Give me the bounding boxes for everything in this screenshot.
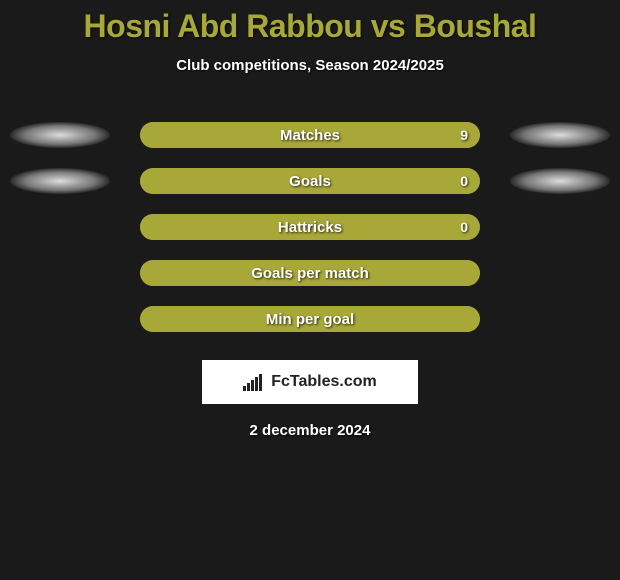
title-player1: Hosni Abd Rabbou: [84, 8, 363, 44]
stat-row: Goals 0: [0, 158, 620, 204]
subtitle: Club competitions, Season 2024/2025: [0, 57, 620, 74]
fade-ellipse-right: [510, 122, 610, 148]
fade-ellipse-left: [10, 122, 110, 148]
fade-ellipse-left: [10, 168, 110, 194]
stat-row: Matches 9: [0, 112, 620, 158]
stat-value: 9: [460, 127, 468, 143]
stat-row: Hattricks 0: [0, 204, 620, 250]
stat-label: Hattricks: [278, 219, 342, 236]
title-player2: Boushal: [414, 8, 537, 44]
stat-label: Min per goal: [266, 311, 354, 328]
stat-row: Goals per match: [0, 250, 620, 296]
stat-label: Goals per match: [251, 265, 369, 282]
stat-bar: Min per goal: [140, 306, 480, 332]
stat-bar: Matches 9: [140, 122, 480, 148]
branding-box: FcTables.com: [202, 360, 418, 404]
logo-chart-icon: [243, 373, 265, 391]
footer-date: 2 december 2024: [0, 422, 620, 439]
stat-row: Min per goal: [0, 296, 620, 342]
stat-bar: Goals 0: [140, 168, 480, 194]
page-title: Hosni Abd Rabbou vs Boushal: [0, 0, 620, 45]
logo-text: FcTables.com: [271, 373, 377, 391]
stats-container: Matches 9 Goals 0 Hattricks 0 Goals per match M…: [0, 112, 620, 342]
stat-value: 0: [460, 173, 468, 189]
fade-ellipse-right: [510, 168, 610, 194]
stat-bar: Goals per match: [140, 260, 480, 286]
title-vs: vs: [362, 8, 413, 44]
stat-label: Matches: [280, 127, 340, 144]
stat-value: 0: [460, 219, 468, 235]
stat-label: Goals: [289, 173, 331, 190]
stat-bar: Hattricks 0: [140, 214, 480, 240]
